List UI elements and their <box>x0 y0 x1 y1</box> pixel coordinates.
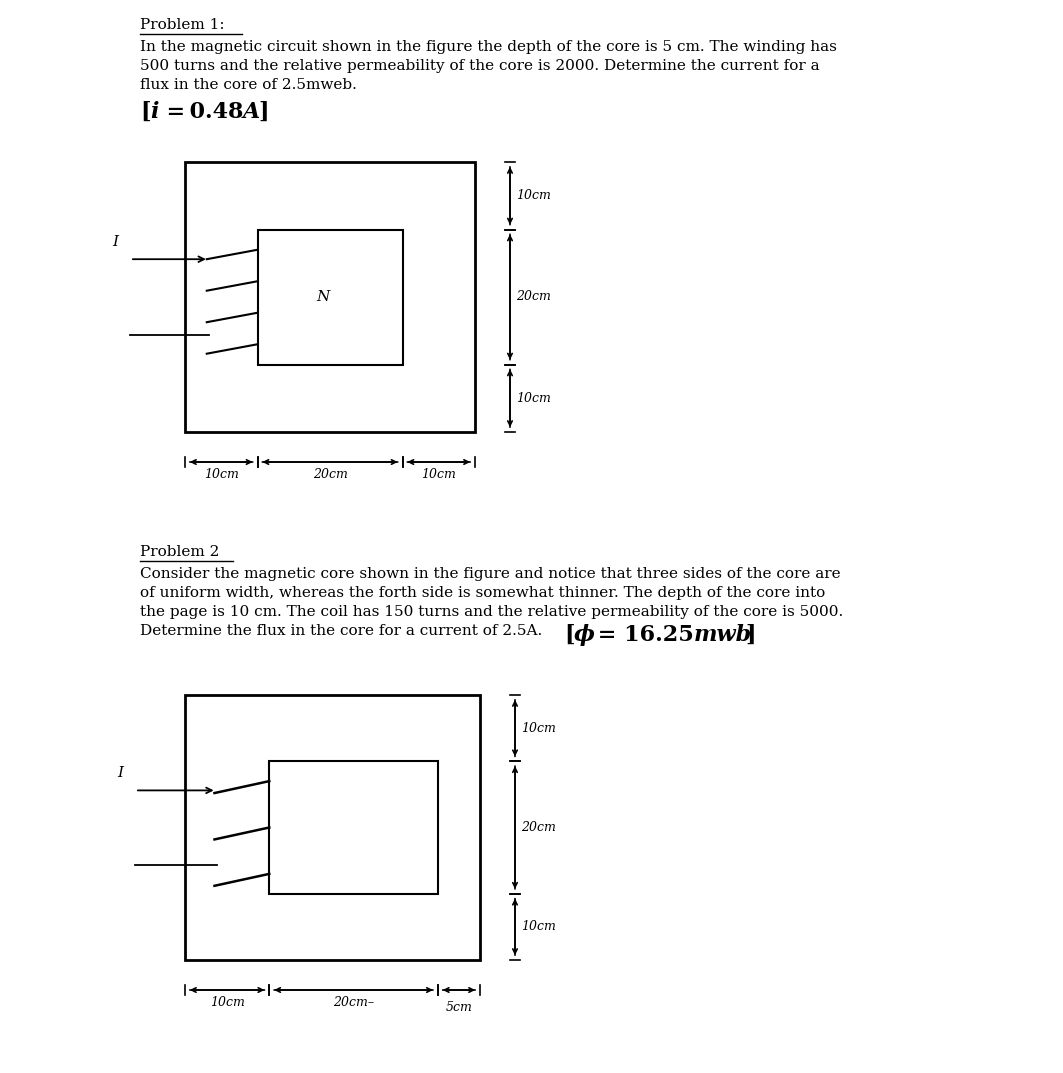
Text: 10cm: 10cm <box>516 189 551 202</box>
Text: Problem 2: Problem 2 <box>140 545 219 559</box>
Text: i: i <box>150 101 158 123</box>
Text: 10cm: 10cm <box>521 722 556 735</box>
Text: Determine the flux in the core for a current of 2.5A.: Determine the flux in the core for a cur… <box>140 624 542 638</box>
Bar <box>185 695 480 960</box>
Text: [: [ <box>140 101 151 123</box>
Text: 500 turns and the relative permeability of the core is 2000. Determine the curre: 500 turns and the relative permeability … <box>140 59 820 73</box>
Text: 5cm: 5cm <box>445 1001 472 1014</box>
Text: of uniform width, whereas the forth side is somewhat thinner. The depth of the c: of uniform width, whereas the forth side… <box>140 586 825 600</box>
Text: In the magnetic circuit shown in the figure the depth of the core is 5 cm. The w: In the magnetic circuit shown in the fig… <box>140 40 837 54</box>
Text: N: N <box>316 290 330 304</box>
Text: Problem 1:: Problem 1: <box>140 18 224 32</box>
Bar <box>185 162 475 432</box>
Text: 20cm: 20cm <box>313 468 348 481</box>
Bar <box>257 230 403 365</box>
Text: mwb: mwb <box>694 624 753 646</box>
Text: 20cm–: 20cm– <box>333 996 374 1009</box>
Text: flux in the core of 2.5mweb.: flux in the core of 2.5mweb. <box>140 78 357 92</box>
Text: 10cm: 10cm <box>516 392 551 405</box>
Text: I: I <box>117 766 123 780</box>
Text: I: I <box>112 235 118 249</box>
Text: 10cm: 10cm <box>209 996 244 1009</box>
Text: = 0.48: = 0.48 <box>162 101 243 123</box>
Text: ϕ: ϕ <box>574 624 595 646</box>
Text: ]: ] <box>745 624 756 646</box>
Text: 20cm: 20cm <box>521 821 556 834</box>
Text: ]: ] <box>258 101 269 123</box>
Text: 10cm: 10cm <box>421 468 456 481</box>
Text: 20cm: 20cm <box>516 291 551 304</box>
Text: A: A <box>243 101 260 123</box>
Bar <box>269 761 438 894</box>
Text: 10cm: 10cm <box>204 468 239 481</box>
Text: the page is 10 cm. The coil has 150 turns and the relative permeability of the c: the page is 10 cm. The coil has 150 turn… <box>140 605 843 619</box>
Text: 10cm: 10cm <box>521 921 556 934</box>
Text: [: [ <box>564 624 574 646</box>
Text: Consider the magnetic core shown in the figure and notice that three sides of th: Consider the magnetic core shown in the … <box>140 567 841 580</box>
Text: = 16.25: = 16.25 <box>590 624 694 646</box>
